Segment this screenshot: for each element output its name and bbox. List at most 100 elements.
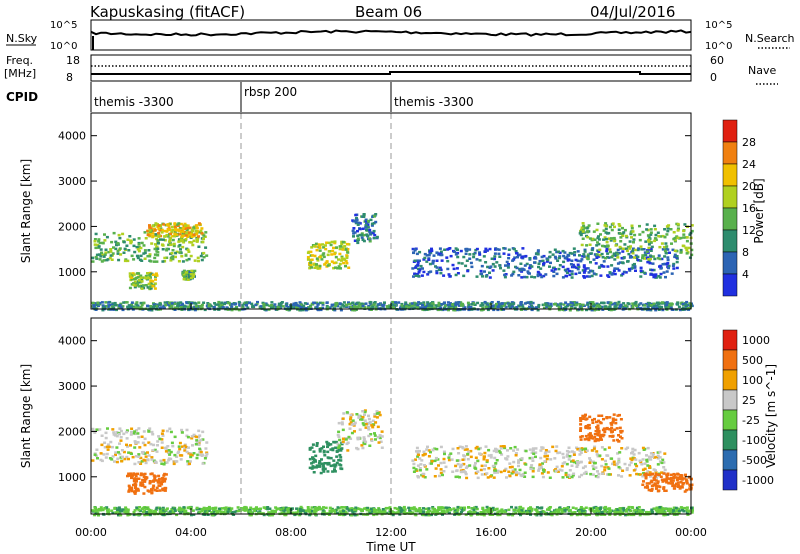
velocity-cell xyxy=(164,450,168,453)
velocity-cell xyxy=(447,506,450,510)
velocity-cell xyxy=(183,449,187,452)
power-cell xyxy=(112,308,116,311)
velocity-cell xyxy=(601,428,605,432)
velocity-cell xyxy=(557,511,560,514)
power-cell xyxy=(582,271,586,274)
velocity-cell xyxy=(106,443,110,446)
velocity-cell xyxy=(128,474,132,477)
power-cell xyxy=(413,248,417,251)
power-cell xyxy=(327,250,331,253)
power-cell xyxy=(105,235,109,239)
power-cell xyxy=(430,247,433,251)
power-cell xyxy=(193,259,197,262)
velocity-cell xyxy=(322,449,326,453)
power-cell xyxy=(585,308,588,312)
velocity-cell xyxy=(186,435,190,439)
power-cell xyxy=(382,303,386,306)
velocity-cell xyxy=(514,454,518,457)
power-cell xyxy=(156,308,160,311)
velocity-cell xyxy=(105,506,109,509)
power-cell xyxy=(650,268,654,272)
velocity-cell xyxy=(200,454,204,457)
velocity-cell xyxy=(158,484,162,487)
velocity-cell xyxy=(531,470,535,473)
power-cell xyxy=(123,247,127,251)
power-cell xyxy=(160,243,164,246)
velocity-cell xyxy=(161,434,165,437)
power-cell xyxy=(173,231,177,234)
colorbar-tick-label: 28 xyxy=(742,136,756,149)
power-cell xyxy=(356,237,360,240)
velocity-cell xyxy=(326,445,329,449)
velocity-cell xyxy=(166,451,170,455)
velocity-cell xyxy=(208,507,212,510)
power-cell xyxy=(97,253,101,256)
velocity-cell xyxy=(506,449,509,452)
power-cell xyxy=(545,260,549,263)
power-cell xyxy=(327,241,331,245)
velocity-cell xyxy=(619,429,623,433)
velocity-cell xyxy=(156,444,159,447)
power-cell xyxy=(610,228,614,232)
power-cell xyxy=(354,213,358,217)
velocity-cell xyxy=(658,456,662,459)
velocity-cell xyxy=(560,465,564,468)
velocity-cell xyxy=(130,430,133,434)
velocity-cell xyxy=(351,419,355,422)
power-cell xyxy=(495,261,499,264)
power-cell xyxy=(184,254,188,257)
power-cell xyxy=(574,258,578,262)
velocity-cell xyxy=(373,510,376,513)
power-cell xyxy=(528,305,531,309)
velocity-cell xyxy=(402,509,406,512)
velocity-cell xyxy=(378,436,382,440)
power-cell xyxy=(194,229,198,233)
power-cell xyxy=(475,247,479,251)
power-cell xyxy=(248,301,251,304)
power-cell xyxy=(419,264,423,268)
velocity-cell xyxy=(527,510,531,513)
velocity-cell xyxy=(658,511,661,515)
power-cell xyxy=(176,304,180,307)
power-cell xyxy=(616,303,620,306)
velocity-cell xyxy=(601,434,605,438)
velocity-cell xyxy=(666,513,670,516)
power-cell xyxy=(200,232,204,235)
power-cell xyxy=(673,253,677,257)
power-cell xyxy=(658,265,661,268)
power-cell xyxy=(103,233,106,236)
power-cell xyxy=(304,307,308,310)
velocity-cell xyxy=(172,462,176,466)
power-cell xyxy=(653,228,657,231)
power-cell xyxy=(640,248,644,251)
power-cell xyxy=(315,265,318,268)
velocity-cell xyxy=(417,476,420,479)
power-cell xyxy=(440,259,444,262)
power-cell xyxy=(480,302,484,305)
velocity-cell xyxy=(466,465,469,468)
power-cell xyxy=(637,259,641,262)
velocity-cell xyxy=(337,446,340,449)
velocity-cell xyxy=(442,509,446,512)
velocity-cell xyxy=(654,479,658,482)
velocity-cell xyxy=(397,510,401,514)
velocity-cell xyxy=(256,507,260,511)
power-cell xyxy=(362,233,366,237)
velocity-cell xyxy=(408,509,412,512)
power-cell xyxy=(628,269,632,272)
velocity-cell xyxy=(380,435,384,438)
velocity-cell xyxy=(682,481,686,485)
velocity-cell xyxy=(93,513,97,517)
power-cell xyxy=(612,308,616,311)
velocity-cell xyxy=(464,445,468,448)
power-cell xyxy=(602,238,606,241)
velocity-cell xyxy=(339,449,343,452)
power-cell xyxy=(682,233,686,236)
velocity-cell xyxy=(364,440,368,444)
power-cell xyxy=(415,306,419,309)
velocity-cell xyxy=(495,507,499,511)
power-cell xyxy=(230,305,234,308)
velocity-cell xyxy=(160,462,164,465)
power-cell xyxy=(562,254,566,258)
power-cell xyxy=(454,301,458,304)
